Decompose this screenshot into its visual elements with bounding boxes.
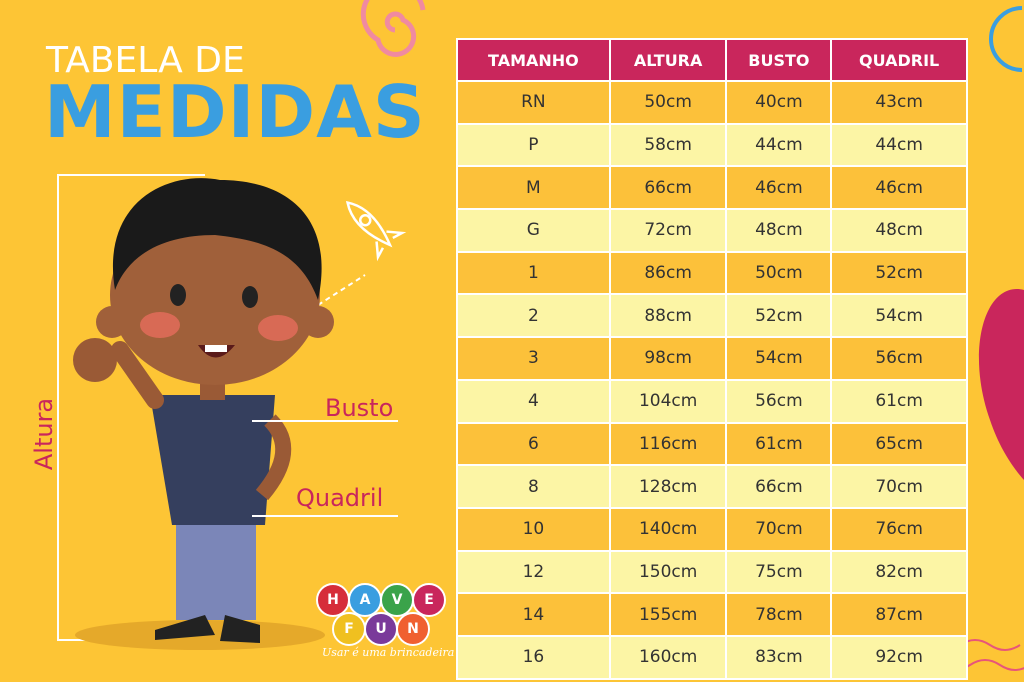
table-cell: 78cm [727, 594, 831, 635]
table-cell: 50cm [727, 252, 831, 294]
table-cell: 87cm [832, 594, 966, 635]
table-cell: 16 [458, 636, 609, 678]
table-cell: 14 [458, 594, 609, 635]
table-cell: 70cm [832, 466, 966, 507]
table-cell: 44cm [727, 124, 831, 166]
table-cell: 4 [458, 380, 609, 422]
table-cell: 52cm [832, 252, 966, 294]
table-cell: 140cm [610, 508, 726, 550]
table-row: 6 116cm 61cm 65cm [458, 423, 966, 465]
table-cell: 92cm [832, 636, 966, 678]
table-cell: 3 [458, 338, 609, 379]
column-header: QUADRIL [832, 40, 966, 80]
table-cell: 52cm [727, 295, 831, 337]
table-row: 14 155cm 78cm 87cm [458, 594, 966, 635]
table-cell: P [458, 124, 609, 166]
table-cell: 48cm [832, 210, 966, 251]
table-cell: 88cm [610, 295, 726, 337]
table-cell: 56cm [832, 338, 966, 379]
table-row: 1 86cm 50cm 52cm [458, 252, 966, 294]
swirl-decoration [360, 0, 426, 57]
label-quadril: Quadril [296, 484, 384, 512]
table-cell: 160cm [610, 636, 726, 678]
table-row: 4 104cm 56cm 61cm [458, 380, 966, 422]
table-cell: 76cm [832, 508, 966, 550]
column-header: TAMANHO [458, 40, 609, 80]
table-cell: 54cm [832, 295, 966, 337]
table-cell: 155cm [610, 594, 726, 635]
table-cell: 65cm [832, 423, 966, 465]
table-cell: 48cm [727, 210, 831, 251]
table-row: 2 88cm 52cm 54cm [458, 295, 966, 337]
table-cell: 12 [458, 551, 609, 593]
table-cell: 2 [458, 295, 609, 337]
title-line1: TABELA DE [46, 40, 245, 81]
rocket-icon [345, 200, 407, 262]
column-header: ALTURA [610, 40, 726, 80]
table-cell: 98cm [610, 338, 726, 379]
table-cell: 61cm [727, 423, 831, 465]
table-cell: 58cm [610, 124, 726, 166]
table-cell: 46cm [727, 167, 831, 209]
column-header: BUSTO [727, 40, 831, 80]
table-cell: 128cm [610, 466, 726, 507]
table-cell: 86cm [610, 252, 726, 294]
table-cell: 50cm [610, 82, 726, 123]
leaf-decoration [978, 289, 1024, 480]
table-cell: 66cm [610, 167, 726, 209]
table-row: RN 50cm 40cm 43cm [458, 82, 966, 123]
table-cell: 75cm [727, 551, 831, 593]
table-row: 10 140cm 70cm 76cm [458, 508, 966, 550]
table-cell: 54cm [727, 338, 831, 379]
table-row: 16 160cm 83cm 92cm [458, 636, 966, 678]
table-row: 3 98cm 54cm 56cm [458, 338, 966, 379]
circle-decoration [989, 6, 1023, 72]
busto-line [252, 420, 398, 422]
table-row: 12 150cm 75cm 82cm [458, 551, 966, 593]
boy-illustration [73, 178, 334, 643]
table-cell: 1 [458, 252, 609, 294]
table-cell: 116cm [610, 423, 726, 465]
table-cell: 40cm [727, 82, 831, 123]
table-cell: 6 [458, 423, 609, 465]
table-cell: 46cm [832, 167, 966, 209]
table-cell: 70cm [727, 508, 831, 550]
table-row: 8 128cm 66cm 70cm [458, 466, 966, 507]
table-row: G 72cm 48cm 48cm [458, 210, 966, 251]
quadril-line [252, 515, 398, 517]
table-cell: 43cm [832, 82, 966, 123]
table-cell: 82cm [832, 551, 966, 593]
table-cell: 56cm [727, 380, 831, 422]
table-cell: 83cm [727, 636, 831, 678]
table-cell: 72cm [610, 210, 726, 251]
label-altura: Altura [30, 397, 58, 471]
table-cell: 61cm [832, 380, 966, 422]
table-cell: 10 [458, 508, 609, 550]
label-busto: Busto [325, 394, 394, 422]
table-row: P 58cm 44cm 44cm [458, 124, 966, 166]
table-cell: M [458, 167, 609, 209]
table-cell: 8 [458, 466, 609, 507]
table-cell: 104cm [610, 380, 726, 422]
table-row: M 66cm 46cm 46cm [458, 167, 966, 209]
table-cell: RN [458, 82, 609, 123]
size-table: TAMANHO ALTURA BUSTO QUADRIL RN 50cm 40cm 43cm… [456, 38, 968, 680]
table-cell: 150cm [610, 551, 726, 593]
title-line2: MEDIDAS [44, 70, 426, 154]
table-cell: G [458, 210, 609, 251]
table-cell: 44cm [832, 124, 966, 166]
table-cell: 66cm [727, 466, 831, 507]
